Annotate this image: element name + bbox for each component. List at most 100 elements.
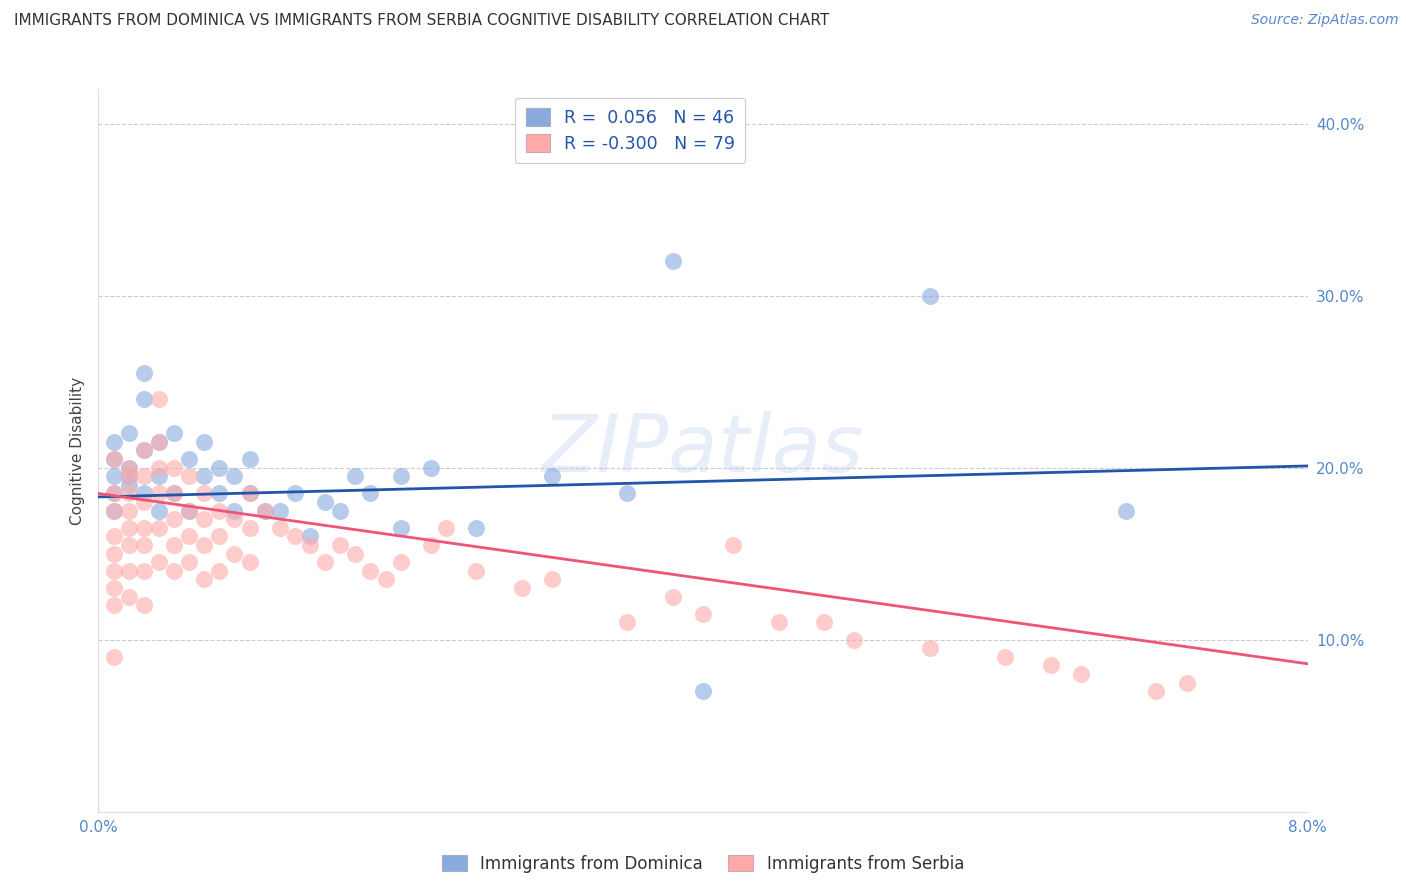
Point [994, 649, 1017, 664]
Point [132, 469, 155, 483]
Point [132, 392, 155, 406]
Point [163, 538, 186, 552]
Point [224, 547, 246, 561]
Point [344, 547, 367, 561]
Point [193, 512, 215, 526]
Point [103, 469, 125, 483]
Point [208, 460, 231, 475]
Point [420, 538, 443, 552]
Point [103, 599, 125, 613]
Point [103, 503, 125, 517]
Point [118, 503, 141, 517]
Point [918, 641, 941, 656]
Point [360, 486, 382, 500]
Point [314, 495, 336, 509]
Point [103, 452, 125, 467]
Point [208, 529, 231, 543]
Point [224, 512, 246, 526]
Point [103, 529, 125, 543]
Point [103, 581, 125, 595]
Point [103, 503, 125, 517]
Point [163, 486, 186, 500]
Point [661, 590, 683, 604]
Point [179, 469, 201, 483]
Point [1039, 658, 1062, 673]
Point [179, 555, 201, 569]
Point [132, 443, 155, 458]
Point [193, 469, 215, 483]
Point [661, 254, 683, 268]
Point [118, 469, 141, 483]
Point [118, 538, 141, 552]
Point [103, 452, 125, 467]
Point [420, 460, 443, 475]
Point [692, 684, 714, 698]
Point [239, 452, 262, 467]
Point [1070, 667, 1092, 681]
Point [374, 573, 396, 587]
Point [813, 615, 835, 630]
Point [616, 486, 638, 500]
Point [314, 555, 336, 569]
Point [163, 512, 186, 526]
Text: ZIPatlas: ZIPatlas [541, 411, 865, 490]
Point [132, 366, 155, 380]
Point [148, 392, 170, 406]
Point [723, 538, 745, 552]
Point [616, 615, 638, 630]
Point [103, 486, 125, 500]
Point [329, 538, 352, 552]
Y-axis label: Cognitive Disability: Cognitive Disability [69, 376, 84, 524]
Text: IMMIGRANTS FROM DOMINICA VS IMMIGRANTS FROM SERBIA COGNITIVE DISABILITY CORRELAT: IMMIGRANTS FROM DOMINICA VS IMMIGRANTS F… [14, 13, 830, 29]
Point [118, 486, 141, 500]
Point [510, 581, 533, 595]
Point [540, 469, 562, 483]
Point [132, 495, 155, 509]
Point [179, 503, 201, 517]
Point [284, 529, 307, 543]
Point [193, 486, 215, 500]
Point [465, 564, 488, 578]
Point [118, 521, 141, 535]
Point [118, 469, 141, 483]
Point [844, 632, 866, 647]
Text: Source: ZipAtlas.com: Source: ZipAtlas.com [1251, 13, 1399, 28]
Point [103, 649, 125, 664]
Point [269, 503, 291, 517]
Point [1146, 684, 1168, 698]
Point [148, 469, 170, 483]
Point [148, 486, 170, 500]
Point [692, 607, 714, 621]
Point [193, 434, 215, 449]
Point [253, 503, 276, 517]
Point [103, 486, 125, 500]
Point [329, 503, 352, 517]
Point [239, 486, 262, 500]
Point [193, 538, 215, 552]
Point [239, 555, 262, 569]
Point [179, 452, 201, 467]
Legend: R =  0.056   N = 46, R = -0.300   N = 79: R = 0.056 N = 46, R = -0.300 N = 79 [516, 98, 745, 163]
Point [132, 486, 155, 500]
Point [118, 478, 141, 492]
Point [768, 615, 790, 630]
Point [224, 469, 246, 483]
Point [132, 538, 155, 552]
Point [389, 521, 412, 535]
Point [389, 555, 412, 569]
Point [540, 573, 562, 587]
Point [118, 564, 141, 578]
Point [118, 460, 141, 475]
Point [148, 521, 170, 535]
Point [118, 460, 141, 475]
Legend: Immigrants from Dominica, Immigrants from Serbia: Immigrants from Dominica, Immigrants fro… [436, 848, 970, 880]
Point [208, 486, 231, 500]
Point [103, 434, 125, 449]
Point [299, 529, 322, 543]
Point [103, 547, 125, 561]
Point [360, 564, 382, 578]
Point [253, 503, 276, 517]
Point [103, 564, 125, 578]
Point [434, 521, 457, 535]
Point [132, 599, 155, 613]
